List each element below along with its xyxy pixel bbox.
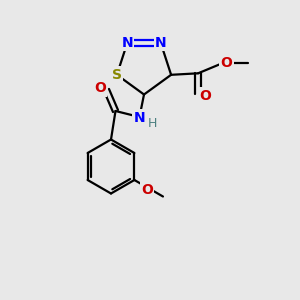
Text: S: S [112,68,122,82]
Text: N: N [155,36,167,50]
Text: H: H [147,116,157,130]
Text: N: N [134,111,145,124]
Text: O: O [94,82,106,95]
Text: O: O [199,89,211,103]
Text: N: N [122,36,133,50]
Text: O: O [141,183,153,197]
Text: O: O [220,56,232,70]
